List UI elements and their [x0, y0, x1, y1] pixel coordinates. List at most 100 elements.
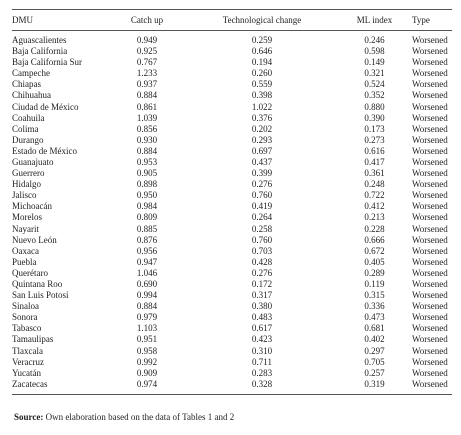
- table-cell: 0.767: [136, 57, 158, 68]
- table-cell: Worsened: [412, 46, 448, 57]
- table-cell: Worsened: [412, 112, 448, 123]
- table-cell: Oaxaca: [12, 245, 39, 256]
- table-cell: Worsened: [412, 168, 448, 179]
- table-row: Yucatán 0.909 0.283 0.257 Worsened: [12, 368, 452, 379]
- table-cell: Worsened: [412, 90, 448, 101]
- table-cell: Estado de México: [12, 145, 77, 156]
- table-cell: 0.909: [136, 367, 158, 378]
- table-cell: 0.947: [136, 256, 158, 267]
- table-cell: 0.315: [364, 290, 385, 301]
- table-cell: 0.880: [364, 101, 385, 112]
- table-cell: 0.437: [251, 156, 273, 167]
- table-cell: Baja California Sur: [12, 57, 82, 68]
- table-cell: Worsened: [412, 101, 448, 112]
- column-header: Type: [412, 15, 430, 25]
- table-row: Veracruz 0.992 0.711 0.705 Worsened: [12, 357, 452, 368]
- table-cell: 0.246: [364, 35, 385, 45]
- table-cell: Worsened: [412, 212, 448, 223]
- table-cell: 0.956: [136, 245, 158, 256]
- table-cell: 0.705: [364, 356, 385, 367]
- table-cell: 0.149: [364, 57, 385, 68]
- table-row: Sonora 0.979 0.483 0.473 Worsened: [12, 312, 452, 323]
- table-row: Querétaro 1.046 0.276 0.289 Worsened: [12, 268, 452, 279]
- table-cell: 1.103: [136, 323, 158, 334]
- table-cell: 0.352: [364, 90, 385, 101]
- table-cell: Worsened: [412, 156, 448, 167]
- table-cell: 0.248: [364, 179, 385, 190]
- table-cell: Tamaulipas: [12, 334, 54, 345]
- table-cell: Campeche: [12, 68, 50, 79]
- table-cell: 0.884: [136, 301, 158, 312]
- table-cell: Worsened: [412, 68, 448, 79]
- table-cell: 0.760: [251, 234, 273, 245]
- table-cell: 0.974: [136, 378, 158, 389]
- table-cell: 0.666: [364, 234, 385, 245]
- table-cell: Worsened: [412, 234, 448, 245]
- table-row: Chihuahua 0.884 0.398 0.352 Worsened: [12, 90, 452, 101]
- table-cell: 0.681: [364, 323, 385, 334]
- table-cell: 0.399: [251, 168, 273, 179]
- source-text: Own elaboration based on the data of Tab…: [45, 412, 235, 422]
- table-cell: 0.722: [364, 190, 385, 201]
- table-cell: Querétaro: [12, 267, 48, 278]
- table-cell: Worsened: [412, 123, 448, 134]
- table-cell: 0.336: [364, 301, 385, 312]
- table-cell: 0.616: [364, 145, 385, 156]
- table-cell: 0.905: [136, 168, 158, 179]
- table-body: Aguascalientes 0.949 0.259 0.246 Worsened Baj…: [12, 31, 452, 395]
- table-cell: Sonora: [12, 312, 38, 323]
- table-cell: 0.417: [364, 156, 385, 167]
- table-cell: 0.876: [136, 234, 158, 245]
- table-cell: Ciudad de México: [12, 101, 79, 112]
- table-cell: Worsened: [412, 312, 448, 323]
- table-row: San Luis Potosí 0.994 0.317 0.315 Worsened: [12, 290, 452, 301]
- table-row: Ciudad de México 0.861 1.022 0.880 Worsened: [12, 101, 452, 112]
- table-cell: 0.376: [251, 112, 273, 123]
- table-row: Nuevo León 0.876 0.760 0.666 Worsened: [12, 235, 452, 246]
- table-cell: Baja California: [12, 46, 68, 57]
- table-cell: 0.328: [251, 378, 273, 389]
- table-cell: Puebla: [12, 256, 37, 267]
- table-row: Campeche 1.233 0.260 0.321 Worsened: [12, 68, 452, 79]
- table-cell: Worsened: [412, 223, 448, 234]
- table-cell: Worsened: [412, 57, 448, 68]
- table-cell: 0.984: [136, 201, 158, 212]
- table-cell: Tlaxcala: [12, 345, 43, 356]
- table-cell: 0.402: [364, 334, 385, 345]
- table-row: Tlaxcala 0.958 0.310 0.297 Worsened: [12, 346, 452, 357]
- table-cell: 0.930: [136, 134, 158, 145]
- table-cell: 0.276: [251, 267, 273, 278]
- table-cell: Worsened: [412, 179, 448, 190]
- table-cell: 0.937: [136, 79, 158, 90]
- table-row: Guerrero 0.905 0.399 0.361 Worsened: [12, 168, 452, 179]
- table-cell: 0.703: [251, 245, 273, 256]
- table-cell: 0.559: [251, 79, 273, 90]
- table-row: Baja California 0.925 0.646 0.598 Worsened: [12, 46, 452, 57]
- table-cell: 0.419: [251, 201, 273, 212]
- table-cell: 0.321: [364, 68, 385, 79]
- table-cell: 0.697: [251, 145, 273, 156]
- table-cell: Worsened: [412, 301, 448, 312]
- table-cell: Guanajuato: [12, 156, 54, 167]
- table-cell: 1.022: [251, 101, 273, 112]
- table-cell: Worsened: [412, 356, 448, 367]
- table-cell: Worsened: [412, 190, 448, 201]
- table-cell: 0.405: [364, 256, 385, 267]
- table-row: Oaxaca 0.956 0.703 0.672 Worsened: [12, 246, 452, 257]
- table-cell: Worsened: [412, 290, 448, 301]
- table-cell: Worsened: [412, 334, 448, 345]
- table-cell: Worsened: [412, 201, 448, 212]
- table-cell: 0.258: [251, 223, 273, 234]
- table-row: Coahuila 1.039 0.376 0.390 Worsened: [12, 113, 452, 124]
- table-cell: Worsened: [412, 323, 448, 334]
- table-cell: 0.228: [364, 223, 385, 234]
- table-cell: San Luis Potosí: [12, 290, 69, 301]
- table-cell: 0.202: [251, 123, 273, 134]
- table-cell: 0.617: [251, 323, 273, 334]
- table-cell: 0.380: [251, 301, 273, 312]
- table-cell: 0.861: [136, 101, 158, 112]
- table-row: Quintana Roo 0.690 0.172 0.119 Worsened: [12, 279, 452, 290]
- table-row: Tamaulipas 0.951 0.423 0.402 Worsened: [12, 334, 452, 345]
- table-cell: Yucatán: [12, 367, 41, 378]
